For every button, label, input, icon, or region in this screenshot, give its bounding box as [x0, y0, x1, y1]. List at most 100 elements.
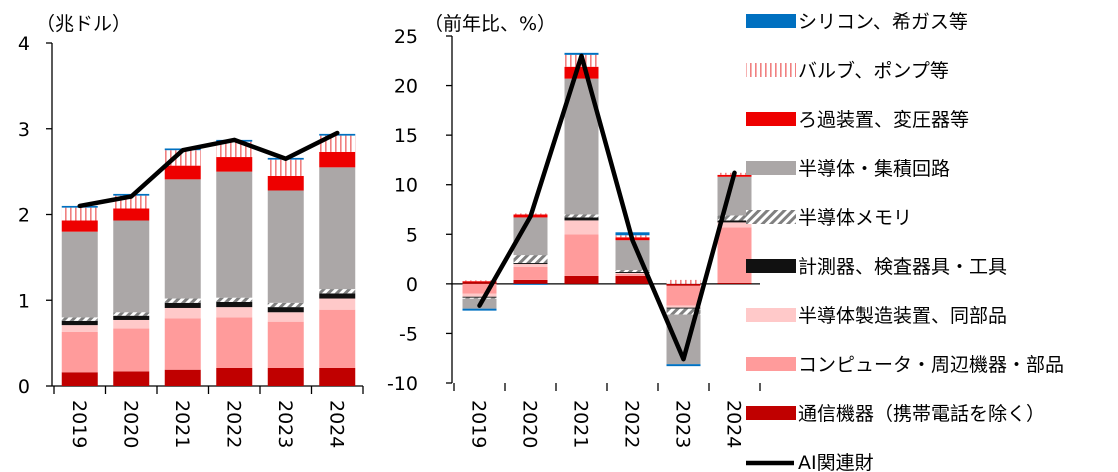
l-bar-ic-2023 [267, 190, 304, 303]
legend-label-keisoku: 計測器、検査器具・工具 [798, 256, 1007, 278]
r-bar-seizou-2021 [564, 220, 599, 235]
l-bar-memory-2023 [267, 302, 304, 308]
r-bar-tsushin-2024 [717, 282, 752, 284]
l-bar-seizou-2022 [216, 307, 253, 318]
r-y-tick-label: -5 [399, 323, 418, 345]
r-bar-tsushin-2019 [462, 281, 497, 284]
l-bar-keisoku-2019 [61, 320, 98, 326]
l-y-tick-label: 2 [18, 205, 30, 227]
l-y-tick-label: 1 [18, 290, 30, 312]
r-bar-keisoku-2020 [513, 263, 548, 265]
r-line-ai [477, 53, 737, 362]
l-bar-memory-2021 [164, 298, 201, 303]
l-bar-tsushin-2019 [61, 372, 98, 386]
r-bar-computer-2023 [666, 285, 701, 306]
l-bar-tsushin-2022 [216, 367, 253, 386]
l-bar-keisoku-2021 [164, 302, 201, 308]
l-bar-tsushin-2024 [319, 367, 356, 386]
r-bar-keisoku-2019 [462, 296, 497, 298]
r-bar-memory-2020 [513, 255, 548, 264]
l-bar-computer-2024 [319, 309, 356, 368]
left-chart-level: 0 1 2 3 4 （兆ドル） 2019 2020 2021 2022 2023 2024 [18, 13, 364, 448]
legend-swatch-seizou [746, 308, 796, 322]
l-bar-ic-2019 [61, 231, 98, 318]
r-y-tick-label: 5 [406, 224, 418, 246]
l-bar-seizou-2024 [319, 298, 356, 310]
legend-swatch-tsushin [746, 406, 796, 420]
r-unit-label: （前年比、%） [424, 13, 556, 35]
legend-label-silicon: シリコン、希ガス等 [798, 11, 968, 33]
l-bar-computer-2019 [61, 331, 98, 373]
r-bar-computer-2022 [615, 273, 650, 276]
r-bar-seizou-2023 [666, 305, 701, 308]
r-bar-silicon-2019 [462, 308, 497, 311]
legend-swatch-keisoku [746, 259, 796, 273]
r-bar-seizou-2020 [513, 264, 548, 268]
r-bar-memory-2022 [615, 269, 650, 272]
r-bar-keisoku-2022 [615, 271, 650, 273]
l-unit-label: （兆ドル） [36, 13, 131, 35]
l-bar-roka-2024 [319, 151, 356, 168]
l-bar-memory-2022 [216, 297, 253, 302]
r-bar-computer-2020 [513, 267, 548, 280]
r-x-tick-label: 2022 [621, 400, 643, 448]
l-y-tick-label: 3 [18, 119, 30, 141]
r-y-tick-label: 15 [394, 125, 418, 147]
l-x-tick-label: 2019 [68, 400, 90, 448]
r-y-tick-label: 20 [394, 76, 418, 98]
l-bar-keisoku-2024 [319, 293, 356, 299]
legend-swatch-memory [746, 210, 796, 224]
l-bar-computer-2023 [267, 321, 304, 368]
l-x-tick-label: 2023 [274, 400, 296, 448]
r-x-tick-label: 2020 [519, 400, 541, 448]
l-bar-roka-2021 [164, 165, 201, 180]
r-bar-silicon-2023 [666, 364, 701, 367]
l-bar-seizou-2021 [164, 307, 201, 319]
legend-swatch-silicon [746, 14, 796, 28]
r-bar-computer-2019 [462, 283, 497, 294]
r-bar-computer-2021 [564, 234, 599, 276]
legend-label-memory: 半導体メモリ [798, 207, 912, 229]
l-bar-roka-2023 [267, 175, 304, 191]
r-bar-tsushin-2023 [666, 283, 701, 286]
legend-swatch-valve [746, 63, 796, 77]
l-bar-ic-2022 [216, 171, 253, 298]
l-bar-keisoku-2023 [267, 307, 304, 313]
l-bar-computer-2021 [164, 318, 201, 370]
r-y-tick-label: 10 [394, 175, 418, 197]
l-bar-valve-2019 [61, 207, 98, 221]
r-bar-seizou-2019 [462, 293, 497, 297]
l-bar-valve-2023 [267, 159, 304, 176]
l-bar-roka-2019 [61, 220, 98, 232]
l-bar-tsushin-2023 [267, 367, 304, 386]
legend-label-roka: ろ過装置、変圧器等 [798, 109, 969, 131]
l-bar-seizou-2019 [61, 325, 98, 332]
l-bar-ic-2021 [164, 179, 201, 299]
r-bar-computer-2024 [717, 227, 752, 283]
legend-swatch-computer [746, 357, 796, 371]
r-y-tick-label: 0 [406, 274, 418, 296]
l-y-tick-label: 0 [18, 376, 30, 398]
legend-swatch-ic [746, 161, 796, 175]
l-bar-valve-2021 [164, 150, 201, 166]
l-bar-tsushin-2020 [113, 371, 150, 386]
l-bar-roka-2022 [216, 157, 253, 172]
l-bar-roka-2020 [113, 208, 150, 221]
legend: シリコン、希ガス等バルブ、ポンプ等ろ過装置、変圧器等半導体・集積回路半導体メモリ… [746, 11, 1064, 472]
r-bar-seizou-2022 [615, 272, 650, 274]
l-line-ai [77, 130, 340, 209]
r-bar-memory-2024 [717, 215, 752, 221]
r-bar-tsushin-2021 [564, 275, 599, 284]
r-bar-roka-2021 [564, 66, 599, 79]
l-x-tick-label: 2021 [171, 400, 193, 448]
l-x-tick-label: 2024 [325, 400, 347, 448]
r-bar-memory-2021 [564, 214, 599, 218]
r-bar-roka-2019 [462, 280, 497, 282]
r-x-tick-label: 2019 [468, 400, 490, 448]
r-y-tick-label: -10 [387, 373, 418, 395]
r-bar-valve-2023 [666, 279, 701, 284]
l-bar-ic-2020 [113, 220, 150, 313]
legend-label-ic: 半導体・集積回路 [798, 158, 950, 180]
r-bar-valve-2019 [462, 280, 497, 282]
